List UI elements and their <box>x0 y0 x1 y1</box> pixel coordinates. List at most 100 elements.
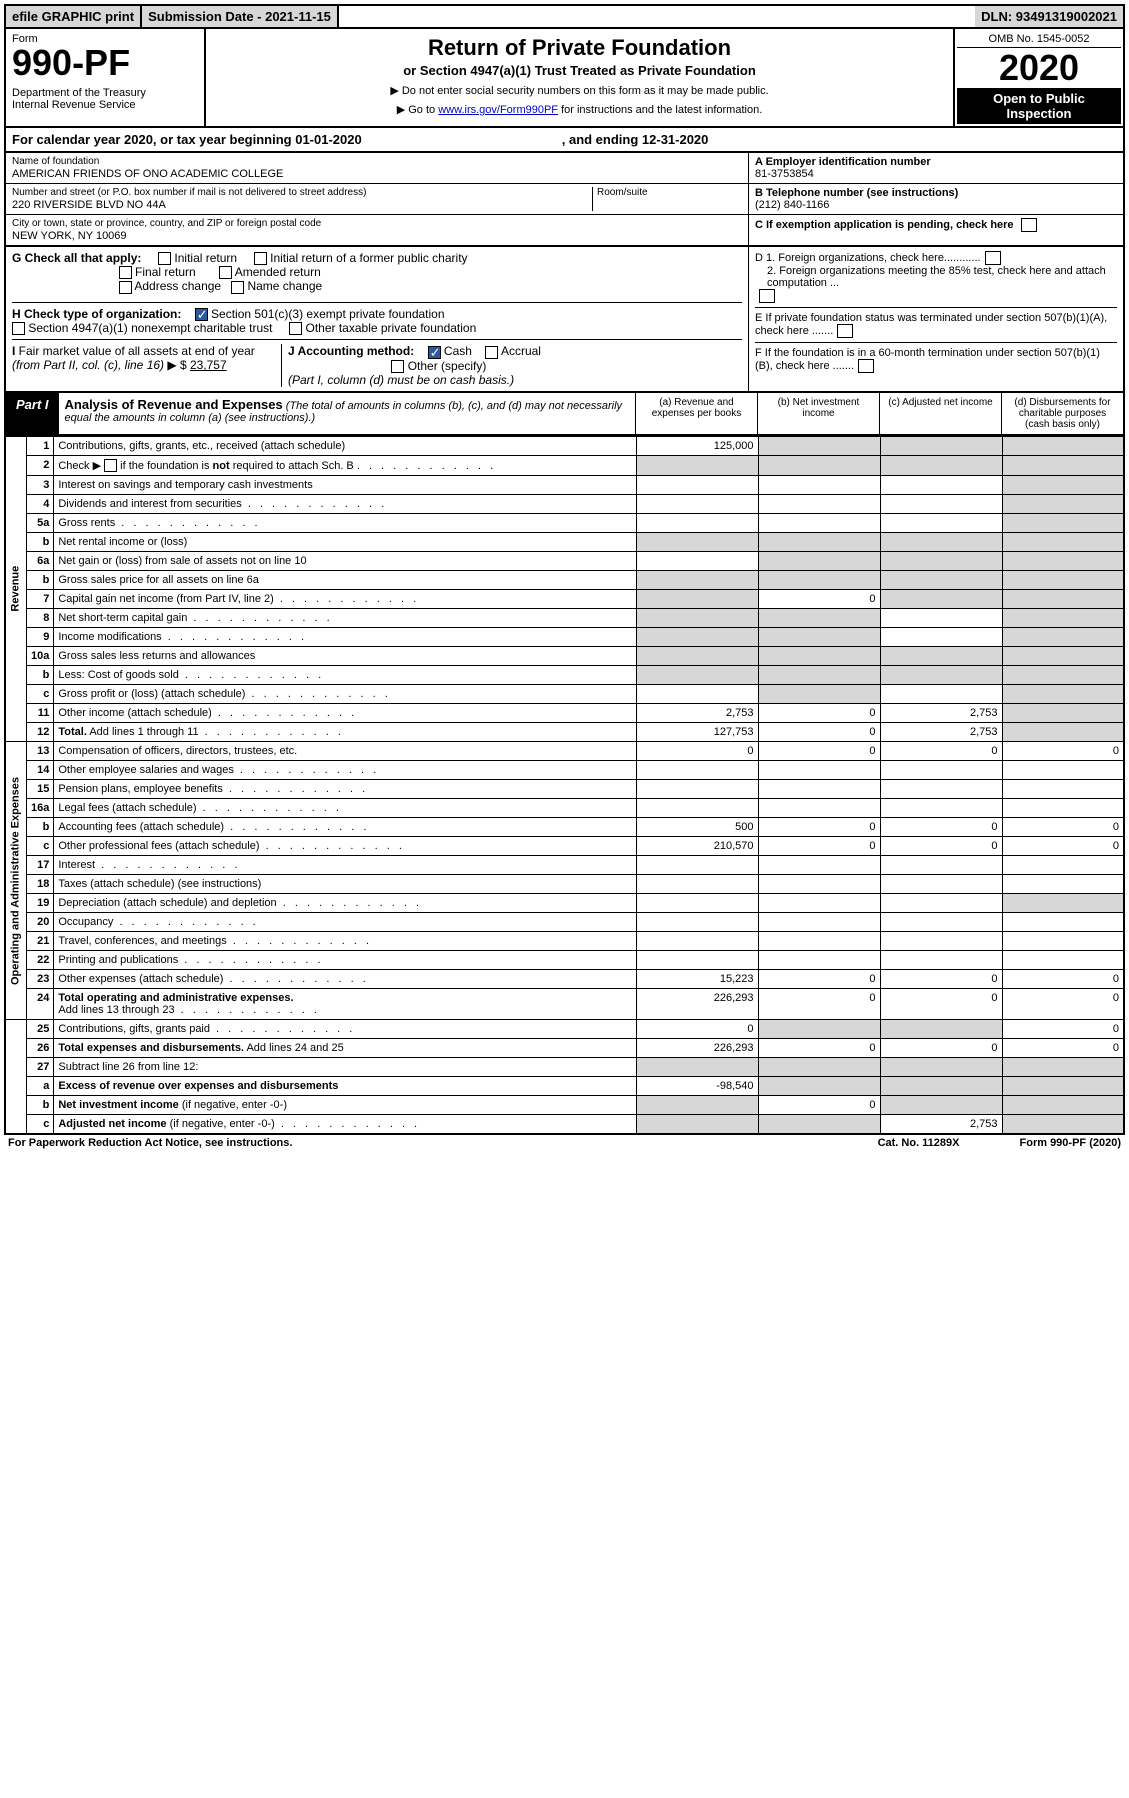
d1-label: D 1. Foreign organizations, check here..… <box>755 252 981 264</box>
footer: For Paperwork Reduction Act Notice, see … <box>4 1135 1125 1151</box>
final-return-checkbox[interactable] <box>119 266 132 279</box>
name-change-checkbox[interactable] <box>231 281 244 294</box>
omb-number: OMB No. 1545-0052 <box>957 31 1121 48</box>
room-label: Room/suite <box>597 187 742 198</box>
j-label: J Accounting method: <box>288 344 414 358</box>
table-row: 6aNet gain or (loss) from sale of assets… <box>5 552 1124 571</box>
submission-date: Submission Date - 2021-11-15 <box>142 6 339 27</box>
part1-table: Revenue 1Contributions, gifts, grants, e… <box>4 436 1125 1136</box>
h-label: H Check type of organization: <box>12 307 181 321</box>
table-row: 22Printing and publications <box>5 951 1124 970</box>
table-row: 18Taxes (attach schedule) (see instructi… <box>5 875 1124 894</box>
d2-checkbox[interactable] <box>759 289 775 303</box>
note-2: ▶ Go to www.irs.gov/Form990PF for instru… <box>212 103 947 116</box>
table-row: 8Net short-term capital gain <box>5 609 1124 628</box>
f-checkbox[interactable] <box>858 359 874 373</box>
initial-former-checkbox[interactable] <box>254 252 267 265</box>
ein-label: A Employer identification number <box>755 156 1117 168</box>
table-row: 7Capital gain net income (from Part IV, … <box>5 590 1124 609</box>
street-address: 220 RIVERSIDE BLVD NO 44A <box>12 199 592 211</box>
table-row: 3Interest on savings and temporary cash … <box>5 476 1124 495</box>
table-row: 5aGross rents <box>5 514 1124 533</box>
table-row: cGross profit or (loss) (attach schedule… <box>5 685 1124 704</box>
department: Department of the TreasuryInternal Reven… <box>12 87 198 111</box>
city-label: City or town, state or province, country… <box>12 218 742 229</box>
table-row: 14Other employee salaries and wages <box>5 761 1124 780</box>
table-row: 25Contributions, gifts, grants paid00 <box>5 1020 1124 1039</box>
calendar-end: , and ending 12-31-2020 <box>562 132 709 147</box>
calendar-year-row: For calendar year 2020, or tax year begi… <box>4 128 1125 153</box>
col-b-header: (b) Net investment income <box>757 393 879 434</box>
initial-return-checkbox[interactable] <box>158 252 171 265</box>
cat-no: Cat. No. 11289X <box>878 1137 960 1149</box>
table-row: aExcess of revenue over expenses and dis… <box>5 1077 1124 1096</box>
table-row: 2Check ▶ if the foundation is not requir… <box>5 455 1124 476</box>
col-c-header: (c) Adjusted net income <box>879 393 1001 434</box>
foundation-name: AMERICAN FRIENDS OF ONO ACADEMIC COLLEGE <box>12 168 742 180</box>
paperwork-notice: For Paperwork Reduction Act Notice, see … <box>8 1137 292 1149</box>
accrual-checkbox[interactable] <box>485 346 498 359</box>
check-block: G Check all that apply: Initial return I… <box>4 247 1125 393</box>
d1-checkbox[interactable] <box>985 251 1001 265</box>
part1-header: Part I Analysis of Revenue and Expenses … <box>4 393 1125 436</box>
calendar-begin: For calendar year 2020, or tax year begi… <box>12 132 362 147</box>
address-change-checkbox[interactable] <box>119 281 132 294</box>
table-row: 15Pension plans, employee benefits <box>5 780 1124 799</box>
table-row: bAccounting fees (attach schedule)500000 <box>5 818 1124 837</box>
table-row: 27Subtract line 26 from line 12: <box>5 1058 1124 1077</box>
c-checkbox[interactable] <box>1021 218 1037 232</box>
j-note: (Part I, column (d) must be on cash basi… <box>288 373 514 387</box>
table-row: Revenue 1Contributions, gifts, grants, e… <box>5 436 1124 455</box>
efile-label: efile GRAPHIC print <box>6 6 142 27</box>
table-row: 11Other income (attach schedule)2,75302,… <box>5 704 1124 723</box>
expenses-section: Operating and Administrative Expenses <box>5 742 27 1020</box>
irs-link[interactable]: www.irs.gov/Form990PF <box>438 104 558 116</box>
table-row: 26Total expenses and disbursements. Add … <box>5 1039 1124 1058</box>
c-label: C If exemption application is pending, c… <box>755 219 1014 231</box>
501c3-checkbox[interactable] <box>195 308 208 321</box>
table-row: 4Dividends and interest from securities <box>5 495 1124 514</box>
table-row: Operating and Administrative Expenses 13… <box>5 742 1124 761</box>
phone-value: (212) 840-1166 <box>755 199 1117 211</box>
g-label: G Check all that apply: <box>12 251 141 265</box>
addr-label: Number and street (or P.O. box number if… <box>12 187 592 198</box>
form-footer: Form 990-PF (2020) <box>1020 1137 1122 1149</box>
table-row: bLess: Cost of goods sold <box>5 666 1124 685</box>
form-number: 990-PF <box>12 45 198 81</box>
form-subtitle: or Section 4947(a)(1) Trust Treated as P… <box>212 63 947 78</box>
col-d-header: (d) Disbursements for charitable purpose… <box>1001 393 1123 434</box>
table-row: 10aGross sales less returns and allowanc… <box>5 647 1124 666</box>
form-title: Return of Private Foundation <box>212 35 947 61</box>
topbar: efile GRAPHIC print Submission Date - 20… <box>4 4 1125 29</box>
e-checkbox[interactable] <box>837 324 853 338</box>
d2-label: 2. Foreign organizations meeting the 85%… <box>755 265 1117 289</box>
cash-checkbox[interactable] <box>428 346 441 359</box>
note-1: ▶ Do not enter social security numbers o… <box>212 84 947 97</box>
amended-return-checkbox[interactable] <box>219 266 232 279</box>
f-label: F If the foundation is in a 60-month ter… <box>755 347 1100 372</box>
city-state-zip: NEW YORK, NY 10069 <box>12 230 742 242</box>
table-row: 23Other expenses (attach schedule)15,223… <box>5 970 1124 989</box>
table-row: 17Interest <box>5 856 1124 875</box>
other-method-checkbox[interactable] <box>391 360 404 373</box>
table-row: 24Total operating and administrative exp… <box>5 989 1124 1020</box>
dln: DLN: 93491319002021 <box>975 6 1123 27</box>
fmv-value: 23,757 <box>190 358 227 372</box>
phone-label: B Telephone number (see instructions) <box>755 187 1117 199</box>
schb-checkbox[interactable] <box>104 459 117 472</box>
table-row: cOther professional fees (attach schedul… <box>5 837 1124 856</box>
tax-year: 2020 <box>957 48 1121 88</box>
table-row: bNet investment income (if negative, ent… <box>5 1096 1124 1115</box>
table-row: 21Travel, conferences, and meetings <box>5 932 1124 951</box>
part1-tag: Part I <box>6 393 59 434</box>
4947-checkbox[interactable] <box>12 322 25 335</box>
table-row: 12Total. Add lines 1 through 11127,75302… <box>5 723 1124 742</box>
table-row: 9Income modifications <box>5 628 1124 647</box>
part1-title: Analysis of Revenue and Expenses <box>65 397 283 412</box>
table-row: bGross sales price for all assets on lin… <box>5 571 1124 590</box>
other-taxable-checkbox[interactable] <box>289 322 302 335</box>
form-header: Form 990-PF Department of the TreasuryIn… <box>4 29 1125 128</box>
table-row: bNet rental income or (loss) <box>5 533 1124 552</box>
name-label: Name of foundation <box>12 156 742 167</box>
table-row: 20Occupancy <box>5 913 1124 932</box>
